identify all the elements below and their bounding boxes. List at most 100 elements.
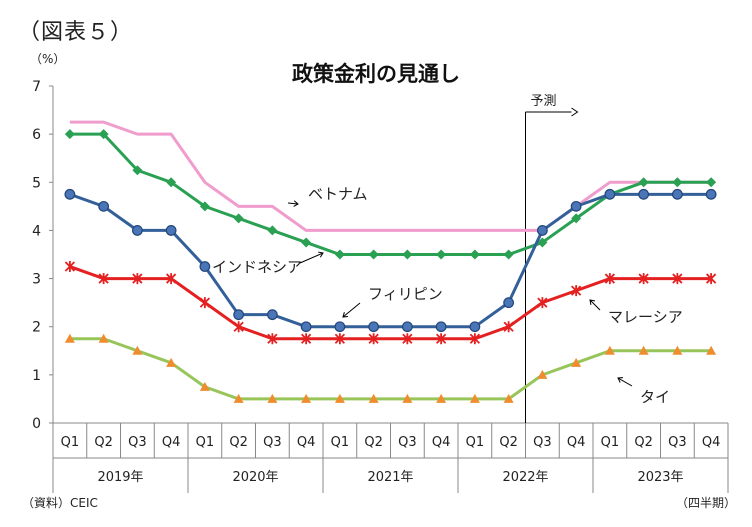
x-tick-label: Q3 bbox=[398, 435, 417, 450]
frequency-note: （四半期） bbox=[675, 496, 736, 510]
data-point bbox=[672, 177, 683, 188]
data-point bbox=[705, 188, 717, 200]
series-label-leader bbox=[287, 202, 299, 205]
series-label-leader bbox=[617, 377, 633, 387]
year-group-label: 2023年 bbox=[637, 470, 683, 485]
data-point bbox=[402, 249, 413, 260]
data-point bbox=[64, 261, 76, 273]
data-point bbox=[537, 369, 548, 379]
year-group-label: 2021年 bbox=[367, 470, 413, 485]
y-tick-label: 2 bbox=[32, 320, 41, 336]
x-tick-label: Q3 bbox=[668, 435, 687, 450]
x-tick-label: Q2 bbox=[634, 435, 653, 450]
data-point bbox=[571, 357, 582, 367]
data-point bbox=[638, 345, 649, 355]
forecast-label: 予測 bbox=[531, 94, 557, 109]
data-point bbox=[368, 393, 379, 403]
data-point bbox=[536, 225, 548, 236]
x-tick-label: Q1 bbox=[466, 435, 485, 450]
data-point bbox=[638, 188, 650, 200]
year-group-label: 2020年 bbox=[232, 470, 278, 485]
series-label-arrowhead bbox=[293, 200, 299, 207]
data-point bbox=[435, 321, 447, 333]
year-group-label: 2022年 bbox=[502, 470, 548, 485]
x-tick-label: Q1 bbox=[61, 435, 80, 450]
data-point bbox=[300, 321, 312, 333]
data-point bbox=[301, 393, 312, 403]
x-tick-label: Q1 bbox=[331, 435, 350, 450]
x-tick-label: Q2 bbox=[499, 435, 518, 450]
data-point bbox=[436, 249, 447, 260]
x-tick-label: Q2 bbox=[364, 435, 383, 450]
data-point bbox=[401, 321, 413, 333]
x-tick-label: Q4 bbox=[297, 435, 316, 450]
x-tick-label: Q4 bbox=[567, 435, 586, 450]
data-point bbox=[604, 345, 615, 355]
y-tick-label: 3 bbox=[32, 272, 41, 288]
x-tick-label: Q2 bbox=[94, 435, 113, 450]
x-tick-label: Q2 bbox=[229, 435, 248, 450]
series-label-arrowhead bbox=[617, 377, 624, 383]
data-point bbox=[301, 237, 312, 248]
data-point bbox=[469, 321, 481, 333]
data-point bbox=[469, 393, 480, 403]
data-point bbox=[233, 321, 244, 333]
data-point bbox=[503, 249, 514, 260]
data-point bbox=[199, 201, 210, 212]
series-label-leader bbox=[299, 252, 324, 264]
data-point bbox=[64, 129, 75, 140]
data-point bbox=[705, 273, 717, 285]
data-point bbox=[671, 188, 683, 200]
data-point bbox=[165, 225, 177, 236]
series-line bbox=[69, 120, 712, 232]
data-point bbox=[131, 225, 143, 236]
data-point bbox=[672, 273, 683, 285]
data-point bbox=[368, 321, 380, 333]
series-label-arrowhead bbox=[342, 312, 349, 318]
data-point bbox=[267, 393, 278, 403]
data-point bbox=[436, 393, 447, 403]
series-label-leader bbox=[342, 302, 361, 318]
series-label: タイ bbox=[640, 388, 670, 406]
data-point bbox=[604, 188, 616, 200]
y-tick-label: 6 bbox=[32, 127, 41, 143]
x-tick-label: Q1 bbox=[601, 435, 620, 450]
data-point bbox=[638, 273, 649, 285]
data-point bbox=[166, 357, 177, 367]
y-tick-label: 1 bbox=[32, 368, 41, 384]
source-note: （資料）CEIC bbox=[22, 496, 98, 510]
data-point bbox=[233, 309, 245, 321]
data-point bbox=[469, 333, 481, 345]
data-point bbox=[402, 393, 413, 403]
x-tick-label: Q1 bbox=[196, 435, 215, 450]
year-group-label: 2019年 bbox=[97, 470, 143, 485]
series-label: フィリピン bbox=[368, 285, 443, 303]
data-point bbox=[503, 321, 514, 333]
data-point bbox=[368, 333, 379, 345]
data-point bbox=[132, 273, 143, 285]
chart-title: 政策金利の見通し bbox=[292, 62, 460, 86]
data-point bbox=[503, 393, 514, 403]
data-point bbox=[402, 333, 413, 345]
y-tick-label: 4 bbox=[32, 223, 41, 239]
data-point bbox=[199, 297, 211, 309]
data-point bbox=[98, 273, 109, 285]
data-point bbox=[537, 297, 548, 309]
series-line bbox=[69, 192, 712, 329]
data-point bbox=[98, 129, 109, 140]
figure-label: （図表５） bbox=[18, 20, 134, 45]
data-point bbox=[368, 249, 379, 260]
data-point bbox=[638, 177, 649, 188]
y-tick-label: 5 bbox=[32, 175, 41, 191]
data-point bbox=[267, 333, 278, 345]
data-point bbox=[266, 309, 278, 321]
data-point bbox=[267, 225, 278, 236]
y-tick-label: 0 bbox=[32, 416, 41, 432]
data-point bbox=[469, 249, 480, 260]
data-point bbox=[132, 165, 143, 176]
data-point bbox=[334, 249, 345, 260]
forecast-arrow-head bbox=[571, 107, 579, 117]
data-point bbox=[706, 177, 717, 188]
y-axis-unit-label: （%） bbox=[30, 52, 66, 66]
